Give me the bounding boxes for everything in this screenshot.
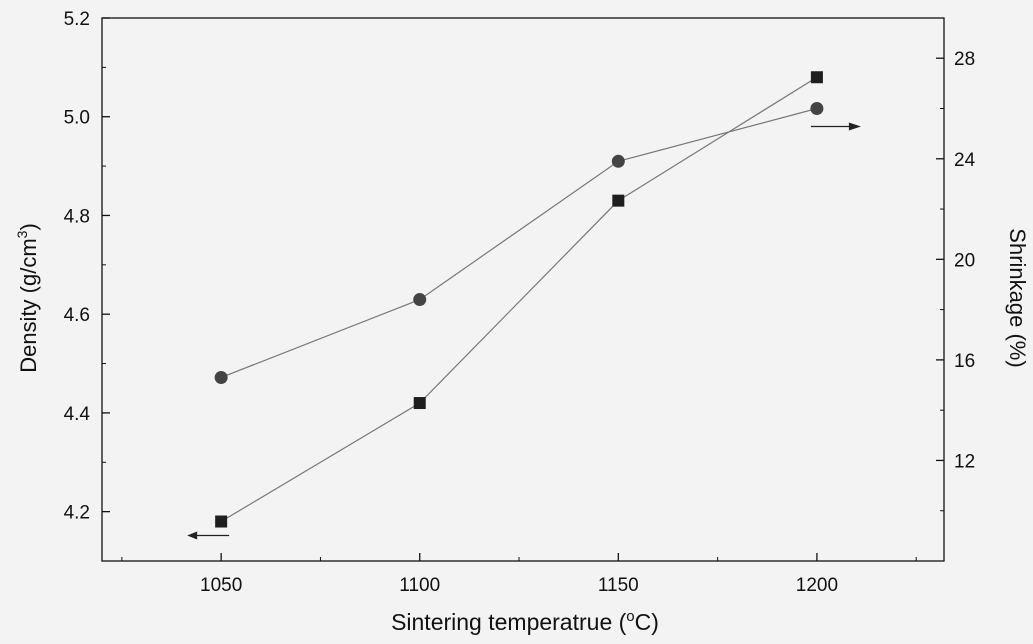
x-tick-label: 1100 (399, 575, 440, 596)
y-left-tick-label: 4.8 (64, 206, 90, 227)
x-axis-label: Sintering temperatrue (oC) (391, 608, 659, 635)
density-point (413, 397, 426, 410)
y-right-tick-label: 12 (954, 451, 975, 472)
series-arrows (187, 122, 861, 540)
y-axis-left-label: Density (g/cm3) (14, 223, 41, 373)
shrinkage-point (413, 293, 427, 307)
axis-ticks: 1050 1100 1150 1200 4.2 4.4 4.6 4.8 5.0 5.2 12 16 20… (64, 9, 976, 596)
y-right-tick-label: 16 (954, 351, 975, 372)
right-arrowhead (848, 122, 861, 131)
x-tick-label: 1150 (598, 575, 639, 596)
y-left-tick-label: 4.2 (64, 503, 90, 524)
shrinkage-line (220, 107, 818, 379)
x-tick-label: 1050 (200, 575, 242, 596)
y-right-tick-label: 24 (954, 150, 976, 171)
y-right-tick-label: 20 (954, 250, 975, 271)
data-markers (214, 71, 824, 528)
left-arrowhead (187, 531, 198, 540)
y-left-tick-label: 4.6 (64, 305, 90, 326)
y-left-tick-label: 5.2 (64, 9, 90, 30)
y-axis-right-label: Shrinkage (%) (1005, 228, 1030, 367)
shrinkage-point (611, 154, 625, 168)
density-point (215, 515, 228, 528)
shrinkage-point (214, 370, 228, 384)
shrinkage-point (810, 102, 824, 115)
density-point (810, 71, 823, 84)
plot-area (101, 17, 945, 562)
density-line (220, 76, 818, 523)
density-point (612, 194, 625, 207)
y-left-tick-label: 4.4 (64, 404, 91, 425)
series-lines (220, 76, 818, 523)
x-tick-label: 1200 (796, 575, 838, 596)
y-left-tick-label: 5.0 (64, 108, 90, 129)
y-right-tick-label: 28 (954, 49, 975, 70)
